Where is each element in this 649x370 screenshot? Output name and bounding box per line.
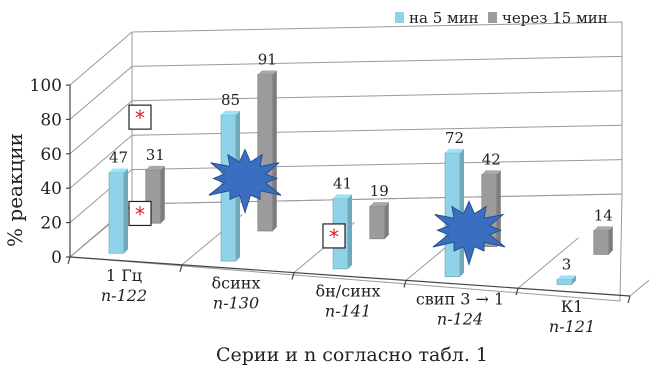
data-labels: 47 85 41 72 3 31 91 19 42 14 <box>109 51 613 274</box>
bar-top <box>593 226 613 231</box>
bar-top <box>369 202 389 207</box>
x-tick-mark <box>67 256 71 265</box>
y-tick-label: 0 <box>51 248 62 268</box>
significance-mark: * <box>329 225 339 249</box>
gridline-side <box>69 66 133 120</box>
data-label-series-1: 72 <box>445 129 464 147</box>
legend: на 5 мин через 15 мин <box>395 9 608 27</box>
x-category-n-label: n-130 <box>213 294 259 313</box>
bar-side <box>160 165 165 224</box>
gridline-back <box>131 124 623 136</box>
x-category-label: 1 Гц <box>106 266 142 285</box>
bar-top <box>481 170 501 175</box>
bar-top <box>557 275 576 280</box>
bar-side <box>272 70 277 232</box>
bar-top <box>221 110 240 115</box>
gridline-side <box>69 134 133 189</box>
data-label-series-1: 3 <box>562 255 572 273</box>
bar-series-1 <box>108 172 125 254</box>
data-label-series-2: 91 <box>258 51 277 69</box>
legend-label-series-1: на 5 мин <box>409 9 479 27</box>
x-category-label: свип 3 → 1 <box>416 289 504 308</box>
significance-mark: * <box>135 202 145 226</box>
x-tick-mark <box>515 288 519 296</box>
x-axis-line <box>69 256 631 297</box>
data-label-series-2: 42 <box>482 150 501 168</box>
y-tick-label: 20 <box>40 214 62 234</box>
bar-side <box>608 226 613 255</box>
bar-side <box>572 275 576 285</box>
gridline-back <box>131 55 623 67</box>
data-label-series-2: 14 <box>594 206 613 224</box>
x-tick-mark <box>179 264 183 272</box>
bars <box>108 70 613 285</box>
y-axis-title: % реакции <box>3 133 27 247</box>
data-label-series-1: 85 <box>221 91 240 109</box>
data-label-series-2: 31 <box>146 146 165 164</box>
starburst-marker <box>432 200 506 266</box>
data-label-series-1: 41 <box>333 174 352 192</box>
y-tick-label: 40 <box>40 179 62 199</box>
bar-top <box>445 148 464 153</box>
bar-side <box>124 168 128 254</box>
y-tick-label: 80 <box>40 110 62 130</box>
gridline-side <box>69 100 133 155</box>
x-axis-title: Серии и n согласно табл. 1 <box>216 344 488 366</box>
x-category-label: δсинх <box>212 274 261 293</box>
x-category-n-label: n-124 <box>437 309 483 328</box>
legend-swatch-series-2 <box>488 12 497 23</box>
bar-top <box>109 168 128 173</box>
significance-box <box>128 200 152 227</box>
annotations: * * * <box>128 104 506 266</box>
significance-mark: * <box>135 106 145 130</box>
x-category-label: К1 <box>561 297 584 316</box>
x-tick-mark <box>627 295 631 304</box>
x-category-n-label: n-122 <box>101 286 147 305</box>
gridline-back <box>131 21 623 33</box>
bar-series-2 <box>593 230 610 255</box>
starburst-marker <box>208 148 282 215</box>
significance-box <box>322 223 346 249</box>
legend-swatch-series-1 <box>395 12 404 23</box>
bar-series-2 <box>257 74 274 232</box>
bar-top <box>257 70 277 75</box>
data-label-series-2: 19 <box>370 182 389 200</box>
gridline-side <box>69 31 133 86</box>
category-divider <box>629 279 649 297</box>
gridline-back <box>131 159 623 171</box>
bar-side <box>496 170 501 247</box>
y-tick-label: 60 <box>40 145 62 165</box>
bar-top <box>145 165 165 170</box>
x-category-n-label: n-141 <box>325 302 371 321</box>
significance-box <box>128 104 152 130</box>
x-tick-mark <box>291 272 295 280</box>
bar-series-1 <box>556 279 573 285</box>
x-category-n-label: n-121 <box>549 317 595 336</box>
legend-label-series-2: через 15 мин <box>502 9 608 27</box>
bar-side <box>384 202 389 239</box>
gridline-back <box>131 90 623 102</box>
data-label-series-1: 47 <box>109 148 128 166</box>
bar-series-2 <box>369 205 386 240</box>
category-divider <box>517 237 579 289</box>
y-tick-label: 100 <box>30 76 62 96</box>
bar-side <box>348 194 352 269</box>
x-tick-mark <box>403 280 407 288</box>
x-category-label: δн/синх <box>316 282 381 301</box>
bar-top <box>333 194 352 199</box>
